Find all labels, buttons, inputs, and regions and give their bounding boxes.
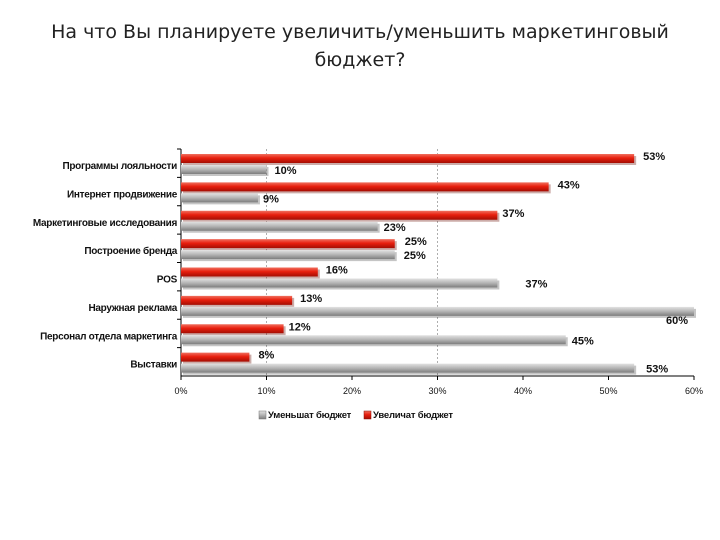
- legend-swatch-increase: [363, 410, 372, 420]
- bar-decrease-2: [181, 221, 378, 231]
- x-tick-label-1: 10%: [257, 386, 275, 396]
- bar-increase-5: [181, 295, 293, 305]
- x-tick-label-6: 60%: [685, 386, 703, 396]
- data-label-decrease-4: 37%: [525, 279, 547, 291]
- data-label-increase-7: 8%: [258, 350, 274, 362]
- x-tick-label-2: 20%: [343, 386, 361, 396]
- x-tick-label-3: 30%: [428, 386, 446, 396]
- bar-increase-0: [181, 154, 635, 163]
- category-label-5: Наружная реклама: [89, 303, 178, 314]
- data-label-decrease-3: 25%: [404, 250, 426, 262]
- bar-decrease-3: [181, 250, 395, 260]
- data-label-decrease-0: 10%: [274, 165, 296, 177]
- legend-label-decrease: Уменьшат бюджет: [268, 410, 352, 421]
- bar-increase-2: [181, 210, 498, 220]
- x-tick-label-0: 0%: [174, 386, 187, 396]
- category-label-0: Программы лояльности: [62, 161, 177, 172]
- category-label-2: Маркетинговые исследования: [33, 218, 178, 229]
- bar-increase-7: [181, 352, 250, 362]
- bar-decrease-1: [181, 193, 258, 203]
- data-label-increase-4: 16%: [326, 265, 348, 277]
- bar-increase-6: [181, 324, 284, 334]
- chart-title: На что Вы планируете увеличить/уменьшить…: [51, 21, 669, 71]
- bar-increase-4: [181, 267, 318, 277]
- x-tick-label-5: 50%: [599, 386, 617, 396]
- data-label-increase-0: 53%: [643, 151, 665, 163]
- data-label-decrease-7: 53%: [646, 364, 668, 376]
- bar-decrease-7: [181, 363, 635, 373]
- category-label-7: Выставки: [130, 360, 177, 371]
- data-label-decrease-6: 45%: [572, 335, 594, 347]
- legend-swatch-decrease: [258, 410, 267, 420]
- data-label-increase-5: 13%: [300, 293, 322, 305]
- bar-decrease-5: [181, 306, 694, 316]
- legend-label-increase: Увеличат бюджет: [373, 410, 453, 421]
- category-label-3: Построение бренда: [84, 245, 177, 257]
- data-label-increase-6: 12%: [289, 321, 311, 333]
- data-label-decrease-5: 60%: [666, 315, 688, 327]
- data-label-increase-1: 43%: [558, 179, 580, 191]
- data-label-increase-3: 25%: [405, 236, 427, 248]
- bar-increase-1: [181, 182, 549, 192]
- category-label-1: Интернет продвижение: [67, 189, 178, 200]
- category-label-6: Персонал отдела маркетинга: [40, 331, 178, 342]
- x-tick-label-4: 40%: [514, 386, 532, 396]
- bar-increase-3: [181, 239, 395, 249]
- bar-decrease-0: [181, 165, 267, 174]
- data-label-decrease-1: 9%: [263, 193, 279, 205]
- category-label-4: POS: [157, 275, 178, 286]
- data-label-decrease-2: 23%: [384, 222, 406, 234]
- bar-decrease-4: [181, 278, 498, 288]
- bar-decrease-6: [181, 335, 566, 345]
- data-label-increase-2: 37%: [502, 208, 524, 220]
